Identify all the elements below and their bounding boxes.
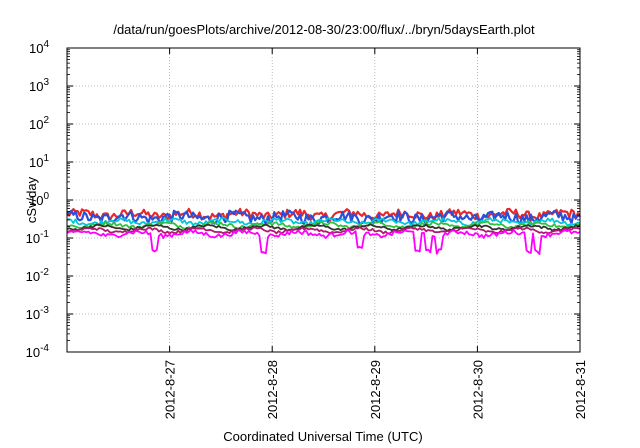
series-line xyxy=(66,207,581,223)
y-axis: 104 103 102 101 100 10-1 10-2 10-3 10-4 xyxy=(26,39,580,360)
y-tick-label: 103 xyxy=(29,77,49,94)
x-tick-label: 2012-8-31 xyxy=(573,360,588,419)
y-tick-label: 102 xyxy=(29,115,49,132)
plot-frame xyxy=(66,47,581,353)
y-tick-label: 10-3 xyxy=(26,305,50,322)
y-tick-label: 10-1 xyxy=(26,229,50,246)
grid xyxy=(67,48,580,352)
series-line xyxy=(66,216,581,227)
x-axis: 2012-8-27 2012-8-28 2012-8-29 2012-8-30 2012… xyxy=(163,48,588,419)
y-tick-label: 104 xyxy=(29,39,49,56)
x-tick-label: 2012-8-29 xyxy=(368,360,383,419)
y-tick-label: 10-2 xyxy=(26,267,50,284)
x-tick-label: 2012-8-28 xyxy=(265,360,280,419)
y-tick-label: 100 xyxy=(29,191,49,208)
series-group xyxy=(66,207,581,255)
y-tick-label: 10-4 xyxy=(26,343,50,360)
x-axis-label: Coordinated Universal Time (UTC) xyxy=(223,429,422,444)
x-tick-label: 2012-8-30 xyxy=(470,360,485,419)
x-tick-label: 2012-8-27 xyxy=(163,360,178,419)
chart-title: /data/run/goesPlots/archive/2012-08-30/2… xyxy=(113,22,535,37)
series-line xyxy=(66,223,581,232)
y-axis-label: cSv/day xyxy=(24,176,39,223)
y-tick-label: 101 xyxy=(29,153,49,170)
series-line xyxy=(66,229,581,255)
series-line xyxy=(66,226,581,235)
